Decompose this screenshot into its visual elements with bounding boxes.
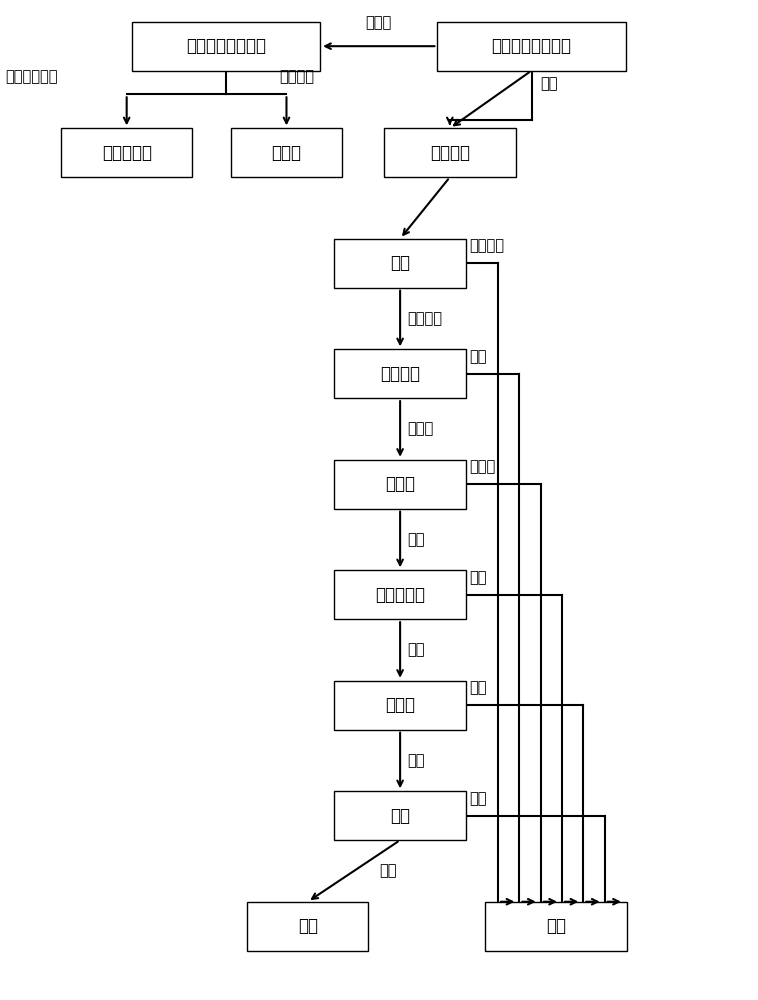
Text: 牵引网路供电模块: 牵引网路供电模块 — [186, 37, 266, 55]
Text: 开放: 开放 — [469, 349, 487, 364]
Text: 未到位: 未到位 — [469, 459, 496, 474]
Bar — [231, 128, 342, 177]
Bar — [334, 570, 466, 619]
Text: 到位: 到位 — [407, 532, 424, 547]
Text: 信号机: 信号机 — [385, 696, 415, 714]
Text: 关闭: 关闭 — [469, 680, 487, 695]
Text: 预排进路: 预排进路 — [430, 144, 470, 162]
Bar — [334, 349, 466, 398]
Text: 区段空闲: 区段空闲 — [407, 311, 442, 326]
Bar — [334, 239, 466, 288]
Text: 未开放: 未开放 — [407, 421, 434, 436]
Text: 区段: 区段 — [390, 254, 410, 272]
Bar — [334, 460, 466, 509]
Bar — [132, 22, 320, 71]
Text: 行车: 行车 — [298, 917, 318, 935]
Bar — [61, 128, 193, 177]
Text: 接触线开关: 接触线开关 — [375, 586, 425, 604]
Text: 禁行: 禁行 — [547, 917, 566, 935]
Text: 进路: 进路 — [390, 807, 410, 825]
Text: 机车运输监控模块: 机车运输监控模块 — [491, 37, 572, 55]
Text: 现场开关箱: 现场开关箱 — [102, 144, 152, 162]
Text: 送电: 送电 — [407, 642, 424, 657]
Bar — [437, 22, 625, 71]
Text: 非联锁: 非联锁 — [365, 15, 392, 30]
Text: 联锁: 联锁 — [540, 76, 558, 91]
Text: 停电: 停电 — [469, 570, 487, 585]
Text: 现场就地控制: 现场就地控制 — [5, 69, 58, 84]
Text: 敌对信号: 敌对信号 — [380, 365, 420, 383]
Text: 远程控制: 远程控制 — [280, 69, 315, 84]
Bar — [247, 902, 368, 951]
Bar — [334, 791, 466, 840]
Text: 关闭: 关闭 — [469, 791, 487, 806]
Text: 开放: 开放 — [379, 863, 396, 878]
Bar — [384, 128, 515, 177]
Text: 开放: 开放 — [407, 753, 424, 768]
Bar — [485, 902, 628, 951]
Bar — [334, 681, 466, 730]
Text: 转辙机: 转辙机 — [385, 475, 415, 493]
Text: 区段占用: 区段占用 — [469, 238, 504, 253]
Text: 计算机: 计算机 — [271, 144, 302, 162]
